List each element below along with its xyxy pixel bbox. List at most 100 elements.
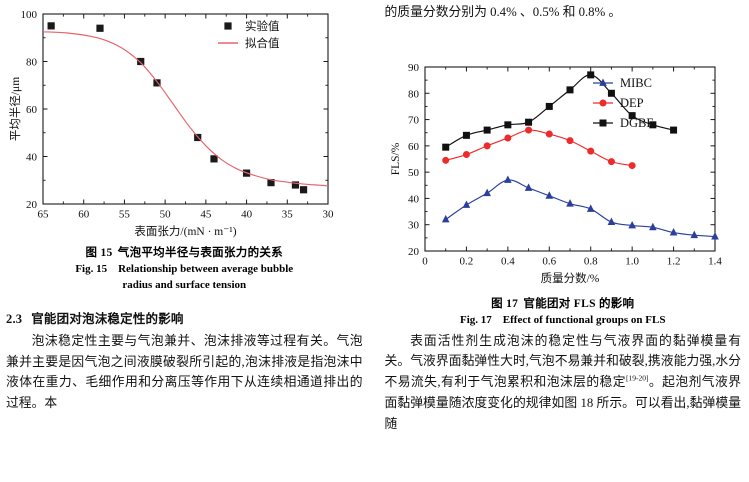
legend-label: 拟合值 (245, 36, 280, 50)
data-point-marker (544, 190, 553, 199)
data-point-marker (137, 57, 145, 66)
right-paragraph-part2: 。起泡剂气液界面黏弹模量随浓度变化的规律如图 18 所示。可以看出,黏弹模量随 (384, 375, 742, 431)
data-point-marker (545, 102, 553, 110)
data-point-marker (483, 126, 491, 134)
chart-average-bubble-radius: 65 60 55 50 45 40 35 30 20 40 60 80 100 表面张力/(mN · m⁻… (8, 9, 335, 238)
series-line-DEP (445, 129, 632, 166)
data-point-marker (648, 121, 656, 129)
data-point-marker (710, 231, 719, 240)
figure-17-label-cn: 图 17 (491, 297, 519, 310)
data-point-marker (598, 78, 607, 86)
legend-label: DGBE (620, 116, 654, 130)
citation-reference: [19-20] (626, 373, 649, 383)
data-point-marker (441, 143, 449, 151)
data-point-marker (441, 214, 450, 223)
figure-15-label-cn: 图 15 (85, 247, 113, 259)
data-point-marker (628, 111, 636, 119)
x-tick-label: 1.4 (708, 255, 722, 267)
data-point-marker (689, 230, 698, 238)
data-point-marker (503, 134, 511, 142)
data-point-marker (224, 22, 232, 30)
section-heading-2-3: 2.3 官能团对泡沫稳定性的影响 (6, 308, 363, 327)
legend-label: MIBC (620, 76, 652, 90)
x-tick-label: 0.8 (583, 255, 597, 267)
data-point-marker (628, 161, 636, 169)
data-point-marker (462, 200, 470, 208)
data-point-marker (483, 142, 491, 150)
x-tick-label: 1.0 (625, 255, 639, 267)
y-tick-label: 20 (26, 199, 38, 211)
x-tick-label: 0 (422, 255, 428, 267)
right-paragraph-part1: 表面活性剂生成泡沫的稳定性与气液界面的黏弹模量有关。气液界面黏弹性大时,气泡不易… (384, 333, 742, 390)
y-tick-label: 30 (408, 219, 420, 231)
data-point-marker (586, 204, 595, 212)
data-point-marker (607, 217, 615, 225)
series-line-MIBC (444, 179, 715, 237)
data-point-marker (524, 126, 532, 134)
figure-17-label-en: Fig. 17 (460, 313, 492, 326)
figure-17-text-cn: 官能团对 FLS 的影响 (523, 297, 635, 310)
data-point-marker (586, 71, 594, 79)
data-point-marker (669, 227, 677, 236)
y-tick-label: 90 (408, 62, 420, 74)
right-top-text: 的质量分数分别为 0.4% 、0.5% 和 0.8% 。 (384, 5, 622, 19)
y-axis-title: FLS/% (390, 142, 402, 175)
data-point-marker (566, 86, 573, 94)
figure-17-caption-en: Fig. 17 Effect of functional groups on F… (385, 313, 742, 329)
legend-label: DEP (620, 96, 644, 110)
data-point-marker (503, 121, 511, 129)
figure-15-caption-en-line1: Relationship between average bubble (118, 263, 294, 275)
right-column: 的质量分数分别为 0.4% 、0.5% 和 0.8% 。 0 0.2 0.4 0.6 0… (375, 0, 749, 482)
left-column: 65 60 55 50 45 40 35 30 20 40 60 80 100 表面张力/(mN · m⁻… (6, 4, 363, 411)
x-tick-label: 60 (78, 209, 90, 221)
x-tick-label: 35 (282, 209, 294, 221)
x-tick-label: 40 (241, 209, 253, 221)
figure-17-caption-cn: 图 17 官能团对 FLS 的影响 (385, 295, 742, 311)
data-point-marker (545, 130, 553, 138)
y-tick-label: 80 (408, 88, 420, 100)
figure-15-caption-en: Fig. 15 Relationship between average bub… (6, 262, 363, 294)
figure-17-caption-en-text: Effect of functional groups on FLS (502, 313, 666, 326)
section-number: 2.3 (6, 311, 23, 326)
data-point-marker (210, 155, 218, 163)
x-tick-label: 0.6 (542, 255, 556, 267)
data-point-marker (566, 136, 573, 144)
data-point-marker (462, 150, 470, 158)
data-point-marker (648, 222, 657, 230)
y-tick-label: 40 (408, 193, 420, 205)
y-tick-label: 60 (408, 141, 420, 153)
data-point-marker (586, 147, 594, 155)
data-point-marker (599, 119, 606, 127)
data-point-marker (524, 183, 532, 191)
y-tick-label: 100 (21, 9, 38, 21)
data-point-marker (462, 131, 470, 139)
y-tick-label: 40 (26, 152, 38, 164)
legend-label: 实验值 (245, 19, 280, 33)
plot-frame (423, 66, 716, 252)
y-tick-label: 60 (26, 104, 38, 116)
x-tick-label: 45 (200, 209, 212, 221)
data-point-marker (565, 198, 574, 207)
series-line-拟合值 (42, 31, 329, 187)
data-point-marker (441, 156, 449, 164)
x-tick-label: 0.4 (500, 255, 514, 267)
figure-15-caption-cn: 图 15 气泡平均半径与表面张力的关系 (6, 244, 363, 260)
y-axis-title: 平均半径/μm (8, 77, 22, 141)
figure-15: 65 60 55 50 45 40 35 30 20 40 60 80 100 表面张力/(mN · m⁻… (6, 4, 363, 294)
x-tick-label: 1.2 (666, 255, 680, 267)
y-tick-label: 80 (26, 57, 38, 69)
x-tick-label: 55 (119, 209, 131, 221)
left-body-paragraph: 泡沫稳定性主要与气泡兼并、泡沫排液等过程有关。气泡兼并主要是因气泡之间液膜破裂所… (6, 333, 363, 411)
y-tick-label: 20 (408, 246, 420, 258)
x-axis-title: 表面张力/(mN · m⁻¹) (134, 224, 236, 238)
y-tick-label: 70 (408, 114, 420, 126)
figure-15-label-en: Fig. 15 (75, 263, 108, 275)
data-point-marker (299, 186, 308, 194)
chart-effect-functional-groups-fls: 0 0.2 0.4 0.6 0.8 1.0 1.2 1.4 20 30 40 50 60 70 80 90 质量… (390, 62, 722, 285)
x-tick-label: 30 (323, 209, 335, 221)
data-point-marker (669, 126, 677, 134)
data-point-marker (607, 157, 615, 165)
data-point-marker (524, 118, 532, 126)
data-point-marker (599, 99, 606, 107)
